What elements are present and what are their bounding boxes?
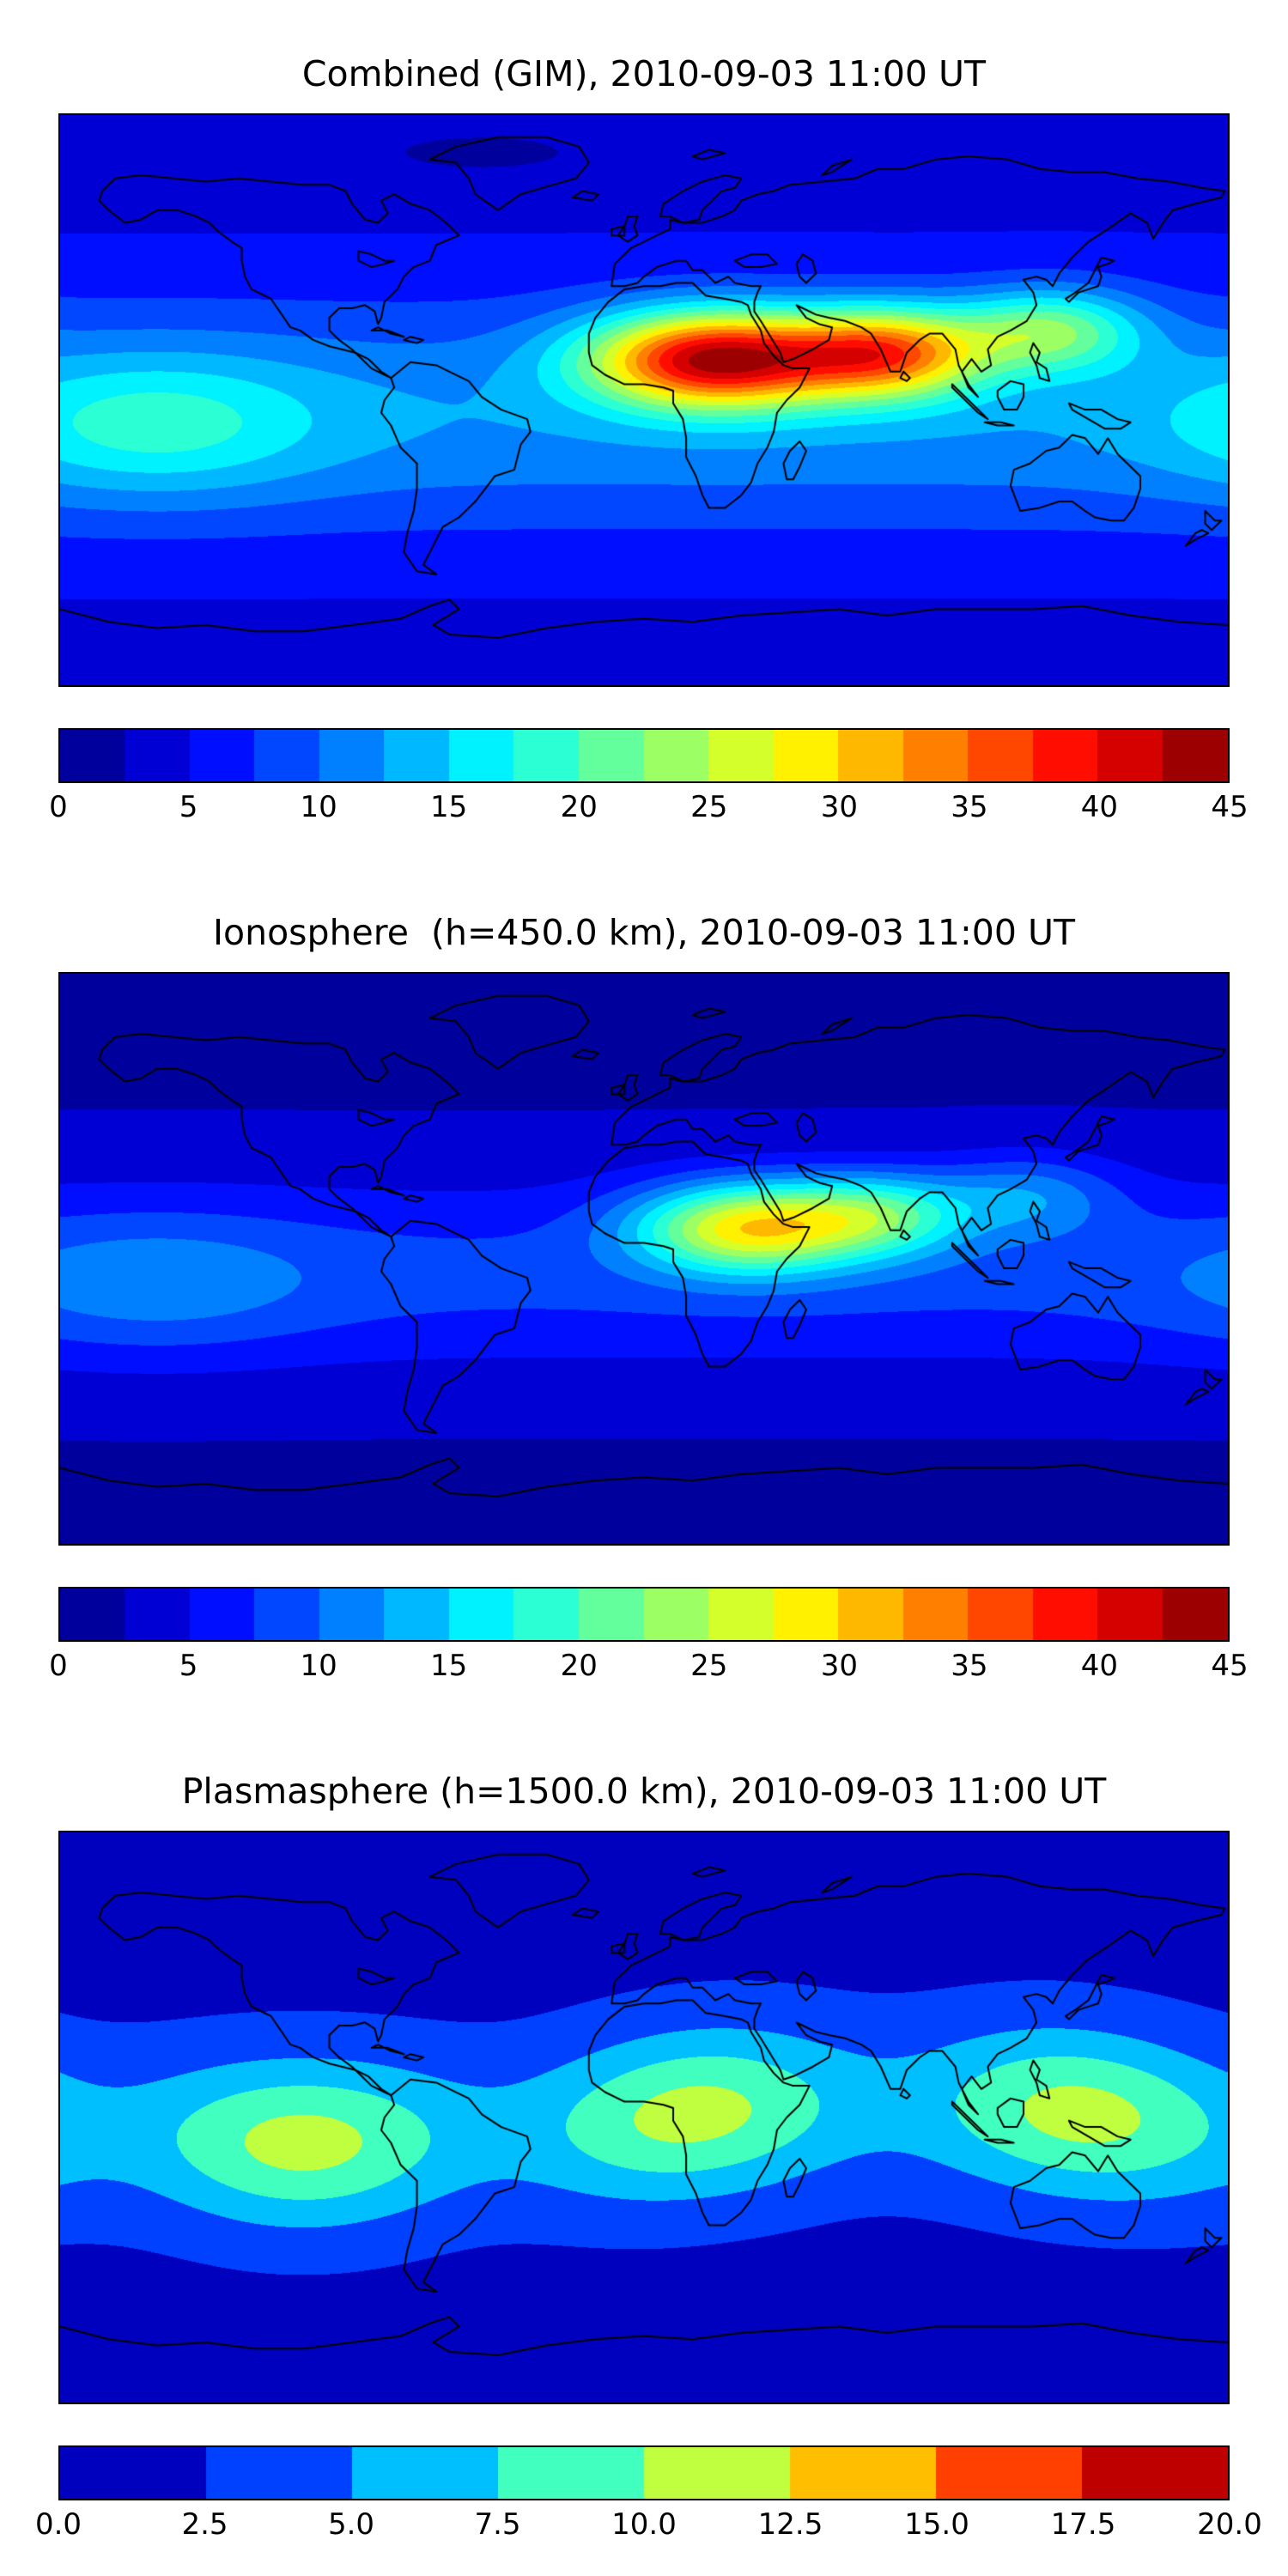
panel-combined-gim: Combined (GIM), 2010-09-03 11:00 UT 0 5 10… bbox=[0, 0, 1288, 859]
colorbar-plasmasphere bbox=[58, 2445, 1230, 2500]
colorbar-tick-label: 10 bbox=[300, 790, 337, 824]
contour-map-combined bbox=[58, 113, 1230, 687]
colorbar-ticks-combined: 0 5 10 15 20 25 30 35 40 45 bbox=[49, 788, 1248, 829]
colorbar-tick-label: 0 bbox=[49, 790, 68, 824]
colorbar-ionosphere bbox=[58, 1587, 1230, 1642]
colorbar-tick-label: 15.0 bbox=[904, 2507, 969, 2542]
colorbar-tick-label: 10 bbox=[300, 1649, 337, 1683]
colorbar-tick-label: 15 bbox=[430, 1649, 468, 1683]
colorbar-tick-label: 40 bbox=[1080, 1649, 1119, 1683]
colorbar-tick-label: 7.5 bbox=[474, 2507, 521, 2542]
colorbar-combined bbox=[58, 728, 1230, 783]
colorbar-tick-label: 45 bbox=[1211, 790, 1249, 824]
colorbar-tick-label: 17.5 bbox=[1050, 2507, 1116, 2542]
contour-map-plasmasphere bbox=[58, 1831, 1230, 2404]
colorbar-tick-label: 25 bbox=[690, 1649, 728, 1683]
colorbar-tick-label: 10.0 bbox=[611, 2507, 677, 2542]
colorbar-tick-label: 12.5 bbox=[757, 2507, 823, 2542]
colorbar-ticks-plasmasphere: 0.0 2.5 5.0 7.5 10.0 12.5 15.0 17.5 20.0 bbox=[35, 2506, 1262, 2547]
panel-title-plasmasphere: Plasmasphere (h=1500.0 km), 2010-09-03 1… bbox=[181, 1771, 1107, 1812]
colorbar-tick-label: 0 bbox=[49, 1649, 68, 1683]
panel-plasmasphere: Plasmasphere (h=1500.0 km), 2010-09-03 1… bbox=[0, 1717, 1288, 2576]
colorbar-tick-label: 30 bbox=[820, 1649, 858, 1683]
colorbar-tick-label: 5.0 bbox=[327, 2507, 375, 2542]
contour-map-ionosphere bbox=[58, 972, 1230, 1546]
panel-title-ionosphere: Ionosphere (h=450.0 km), 2010-09-03 11:0… bbox=[212, 912, 1076, 953]
colorbar-tick-label: 30 bbox=[820, 790, 858, 824]
colorbar-tick-label: 0.0 bbox=[34, 2507, 82, 2542]
colorbar-tick-label: 5 bbox=[179, 790, 198, 824]
panel-title-combined: Combined (GIM), 2010-09-03 11:00 UT bbox=[301, 53, 987, 94]
colorbar-tick-label: 35 bbox=[951, 1649, 988, 1683]
colorbar-tick-label: 25 bbox=[690, 790, 728, 824]
colorbar-tick-label: 40 bbox=[1080, 790, 1119, 824]
colorbar-tick-label: 2.5 bbox=[181, 2507, 228, 2542]
colorbar-tick-label: 20 bbox=[560, 790, 598, 824]
colorbar-ticks-ionosphere: 0 5 10 15 20 25 30 35 40 45 bbox=[49, 1647, 1248, 1688]
colorbar-tick-label: 20.0 bbox=[1197, 2507, 1262, 2542]
colorbar-tick-label: 45 bbox=[1211, 1649, 1249, 1683]
colorbar-tick-label: 35 bbox=[951, 790, 988, 824]
colorbar-tick-label: 20 bbox=[560, 1649, 598, 1683]
colorbar-tick-label: 5 bbox=[179, 1649, 198, 1683]
panel-ionosphere: Ionosphere (h=450.0 km), 2010-09-03 11:0… bbox=[0, 859, 1288, 1717]
colorbar-tick-label: 15 bbox=[430, 790, 468, 824]
